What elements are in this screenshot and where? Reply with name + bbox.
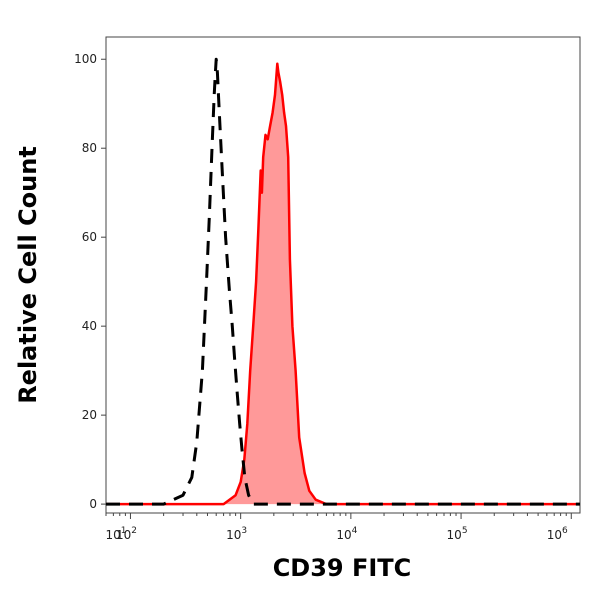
plot-frame bbox=[105, 36, 581, 514]
x-tick-label: 102 bbox=[116, 526, 137, 542]
y-tick-label: 80 bbox=[82, 141, 97, 155]
x-tick-label: 105 bbox=[447, 526, 468, 542]
y-axis: 0 20 40 60 80 100 bbox=[74, 52, 106, 511]
series-1-fill bbox=[106, 63, 580, 505]
y-tick-label: 20 bbox=[82, 408, 97, 422]
y-tick-label: 100 bbox=[74, 52, 97, 66]
x-axis-title: CD39 FITC bbox=[273, 554, 412, 582]
x-tick-label: 106 bbox=[547, 526, 568, 542]
y-tick-label: 60 bbox=[82, 230, 97, 244]
series-layer bbox=[106, 57, 580, 506]
x-tick-label: 103 bbox=[226, 526, 247, 542]
x-tick-label: 104 bbox=[336, 526, 357, 542]
series-0-line bbox=[106, 57, 580, 506]
x-tick-label: 101 bbox=[105, 526, 126, 542]
y-axis-title: Relative Cell Count bbox=[14, 146, 42, 404]
y-tick-label: 0 bbox=[89, 497, 97, 511]
y-tick-label: 40 bbox=[82, 319, 97, 333]
series-1-line bbox=[106, 62, 580, 506]
